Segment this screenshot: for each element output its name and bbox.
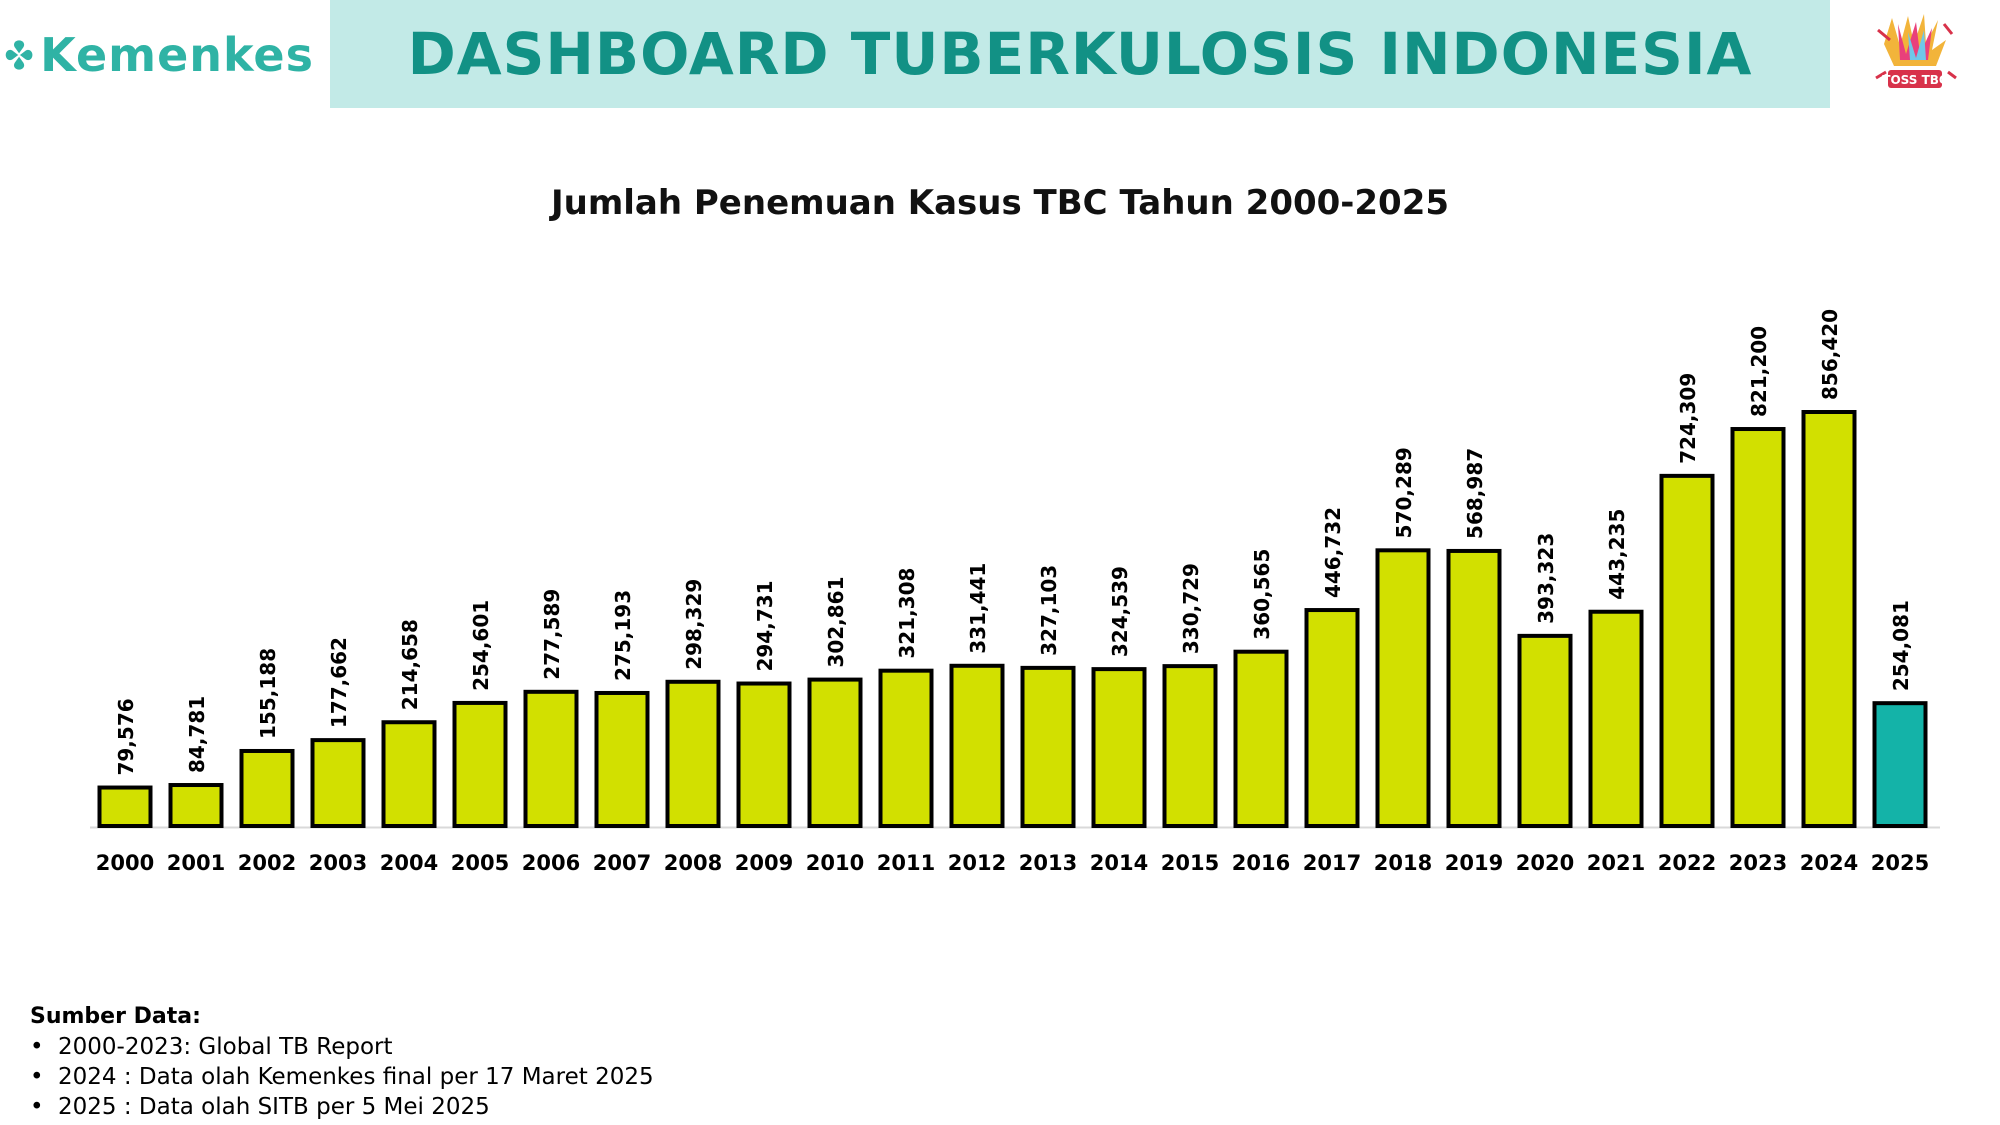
bar-2019: [1446, 548, 1502, 828]
x-tick-label-2009: 2009: [735, 851, 793, 875]
data-label-2005: 254,601: [469, 600, 493, 691]
bar-2002: [239, 748, 295, 829]
data-label-2024: 856,420: [1818, 309, 1842, 400]
x-tick-label-2002: 2002: [238, 851, 296, 875]
data-label-2011: 321,308: [895, 568, 919, 659]
x-tick-label-2010: 2010: [806, 851, 864, 875]
bar-2010: [807, 677, 863, 828]
data-label-2007: 275,193: [611, 590, 635, 681]
x-tick-label-2016: 2016: [1232, 851, 1290, 875]
x-tick-label-2014: 2014: [1090, 851, 1148, 875]
data-label-2000: 79,576: [114, 698, 138, 775]
data-label-2003: 177,662: [327, 637, 351, 728]
bar-2011: [878, 668, 934, 828]
x-tick-label-2015: 2015: [1161, 851, 1219, 875]
data-sources-list: 2000-2023: Global TB Report 2024 : Data …: [30, 1032, 654, 1122]
header-banner: DASHBOARD TUBERKULOSIS INDONESIA: [330, 0, 1830, 108]
data-label-2008: 298,329: [682, 579, 706, 670]
x-tick-label-2007: 2007: [593, 851, 651, 875]
kemenkes-logo-text: Kemenkes: [40, 28, 314, 82]
bar-2008: [665, 679, 721, 828]
data-label-2016: 360,565: [1250, 549, 1274, 640]
data-label-2001: 84,781: [185, 696, 209, 773]
x-tick-label-2012: 2012: [948, 851, 1006, 875]
data-label-2013: 327,103: [1037, 565, 1061, 656]
data-source-item: 2024 : Data olah Kemenkes final per 17 M…: [30, 1062, 654, 1092]
bar-2017: [1304, 608, 1360, 828]
data-label-2010: 302,861: [824, 577, 848, 668]
x-tick-label-2008: 2008: [664, 851, 722, 875]
data-source-item: 2000-2023: Global TB Report: [30, 1032, 654, 1062]
data-label-2015: 330,729: [1179, 563, 1203, 654]
x-tick-label-2018: 2018: [1374, 851, 1432, 875]
toss-tbc-logo: TOSS TBC: [1875, 14, 1957, 88]
data-label-2009: 294,731: [753, 580, 777, 671]
data-label-2012: 331,441: [966, 563, 990, 654]
data-label-2006: 277,589: [540, 589, 564, 680]
bar-2009: [736, 681, 792, 828]
x-tick-label-2023: 2023: [1729, 851, 1787, 875]
bar-2013: [1020, 665, 1076, 829]
x-tick-label-2017: 2017: [1303, 851, 1361, 875]
bar-2022: [1659, 473, 1715, 828]
data-label-2020: 393,323: [1534, 533, 1558, 624]
chart-title: Jumlah Penemuan Kasus TBC Tahun 2000-202…: [550, 183, 1450, 223]
bar-2007: [594, 690, 650, 829]
bar-2001: [168, 783, 224, 829]
data-sources-heading: Sumber Data:: [30, 1004, 201, 1029]
x-tick-label-2025: 2025: [1871, 851, 1929, 875]
bar-2021: [1588, 609, 1644, 829]
bar-2023: [1730, 427, 1786, 828]
bar-2004: [381, 720, 437, 828]
data-label-2002: 155,188: [256, 648, 280, 739]
data-label-2018: 570,289: [1392, 447, 1416, 538]
x-tick-label-2013: 2013: [1019, 851, 1077, 875]
toss-tbc-logo-text: TOSS TBC: [1882, 73, 1948, 87]
bar-2006: [523, 689, 579, 828]
data-label-2025: 254,081: [1889, 600, 1913, 691]
x-tick-label-2006: 2006: [522, 851, 580, 875]
data-label-2004: 214,658: [398, 619, 422, 710]
page-title: DASHBOARD TUBERKULOSIS INDONESIA: [407, 20, 1753, 88]
bar-2015: [1162, 664, 1218, 828]
bar-2024: [1801, 410, 1857, 828]
x-tick-label-2021: 2021: [1587, 851, 1645, 875]
x-tick-label-2001: 2001: [167, 851, 225, 875]
x-tick-label-2004: 2004: [380, 851, 438, 875]
data-label-2021: 443,235: [1605, 509, 1629, 600]
x-tick-label-2000: 2000: [96, 851, 154, 875]
x-tick-label-2005: 2005: [451, 851, 509, 875]
bar-2003: [310, 738, 366, 828]
bar-2025: [1872, 701, 1928, 828]
bar-2020: [1517, 633, 1573, 828]
data-source-item: 2025 : Data olah SITB per 5 Mei 2025: [30, 1092, 654, 1122]
x-tick-label-2024: 2024: [1800, 851, 1858, 875]
bar-2016: [1233, 649, 1289, 829]
bar-2005: [452, 700, 508, 829]
data-label-2017: 446,732: [1321, 507, 1345, 598]
bar-2000: [97, 785, 153, 828]
kemenkes-logo-icon: [5, 40, 33, 70]
data-label-2023: 821,200: [1747, 326, 1771, 417]
x-tick-label-2003: 2003: [309, 851, 367, 875]
data-sources: Sumber Data: 2000-2023: Global TB Report…: [30, 1004, 654, 1122]
x-tick-label-2019: 2019: [1445, 851, 1503, 875]
data-label-2022: 724,309: [1676, 373, 1700, 464]
kemenkes-logo: Kemenkes: [4, 15, 314, 95]
data-label-2014: 324,539: [1108, 566, 1132, 657]
bar-2018: [1375, 548, 1431, 828]
bar-2014: [1091, 667, 1147, 828]
x-tick-label-2011: 2011: [877, 851, 935, 875]
bar-2012: [949, 663, 1005, 828]
x-tick-label-2022: 2022: [1658, 851, 1716, 875]
x-tick-label-2020: 2020: [1516, 851, 1574, 875]
data-label-2019: 568,987: [1463, 448, 1487, 539]
